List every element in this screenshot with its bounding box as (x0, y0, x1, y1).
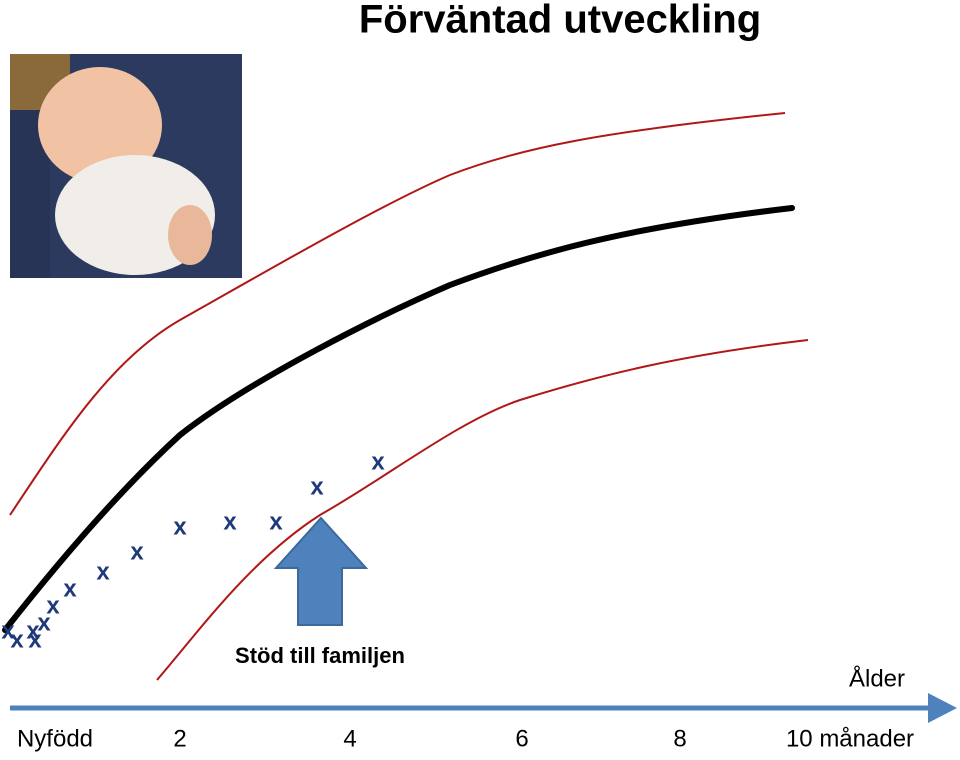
tick-label: 2 (173, 725, 186, 752)
tick-label: 4 (343, 725, 356, 752)
marker: x (310, 473, 324, 500)
marker: x (371, 448, 385, 475)
lower-curve (156, 339, 809, 681)
marker: x (26, 617, 40, 644)
marker: x (96, 558, 110, 585)
axis-label: Ålder (849, 664, 905, 692)
marker: x (130, 538, 144, 565)
title: Förväntad utveckling (359, 0, 761, 42)
marker: x (37, 609, 51, 636)
marker: x (10, 626, 24, 653)
tick-label: 10 månader (786, 725, 914, 752)
tick-label: Nyfödd (17, 725, 93, 752)
marker: x (269, 508, 283, 535)
marker: x (223, 508, 237, 535)
support-arrow (273, 516, 369, 626)
marker: x (46, 592, 60, 619)
marker: x (28, 626, 42, 653)
photo (10, 54, 242, 278)
axis-arrowhead (928, 693, 957, 723)
tick-label: 8 (673, 725, 686, 752)
tick-label: 6 (515, 725, 528, 752)
marker: x (173, 513, 187, 540)
photo-head (38, 67, 162, 183)
annotation: Stöd till familjen (235, 643, 405, 668)
photo-hand (168, 205, 212, 265)
expected-curve (2, 205, 795, 633)
upper-curve (9, 112, 786, 516)
marker: x (1, 617, 15, 644)
marker: x (63, 575, 77, 602)
